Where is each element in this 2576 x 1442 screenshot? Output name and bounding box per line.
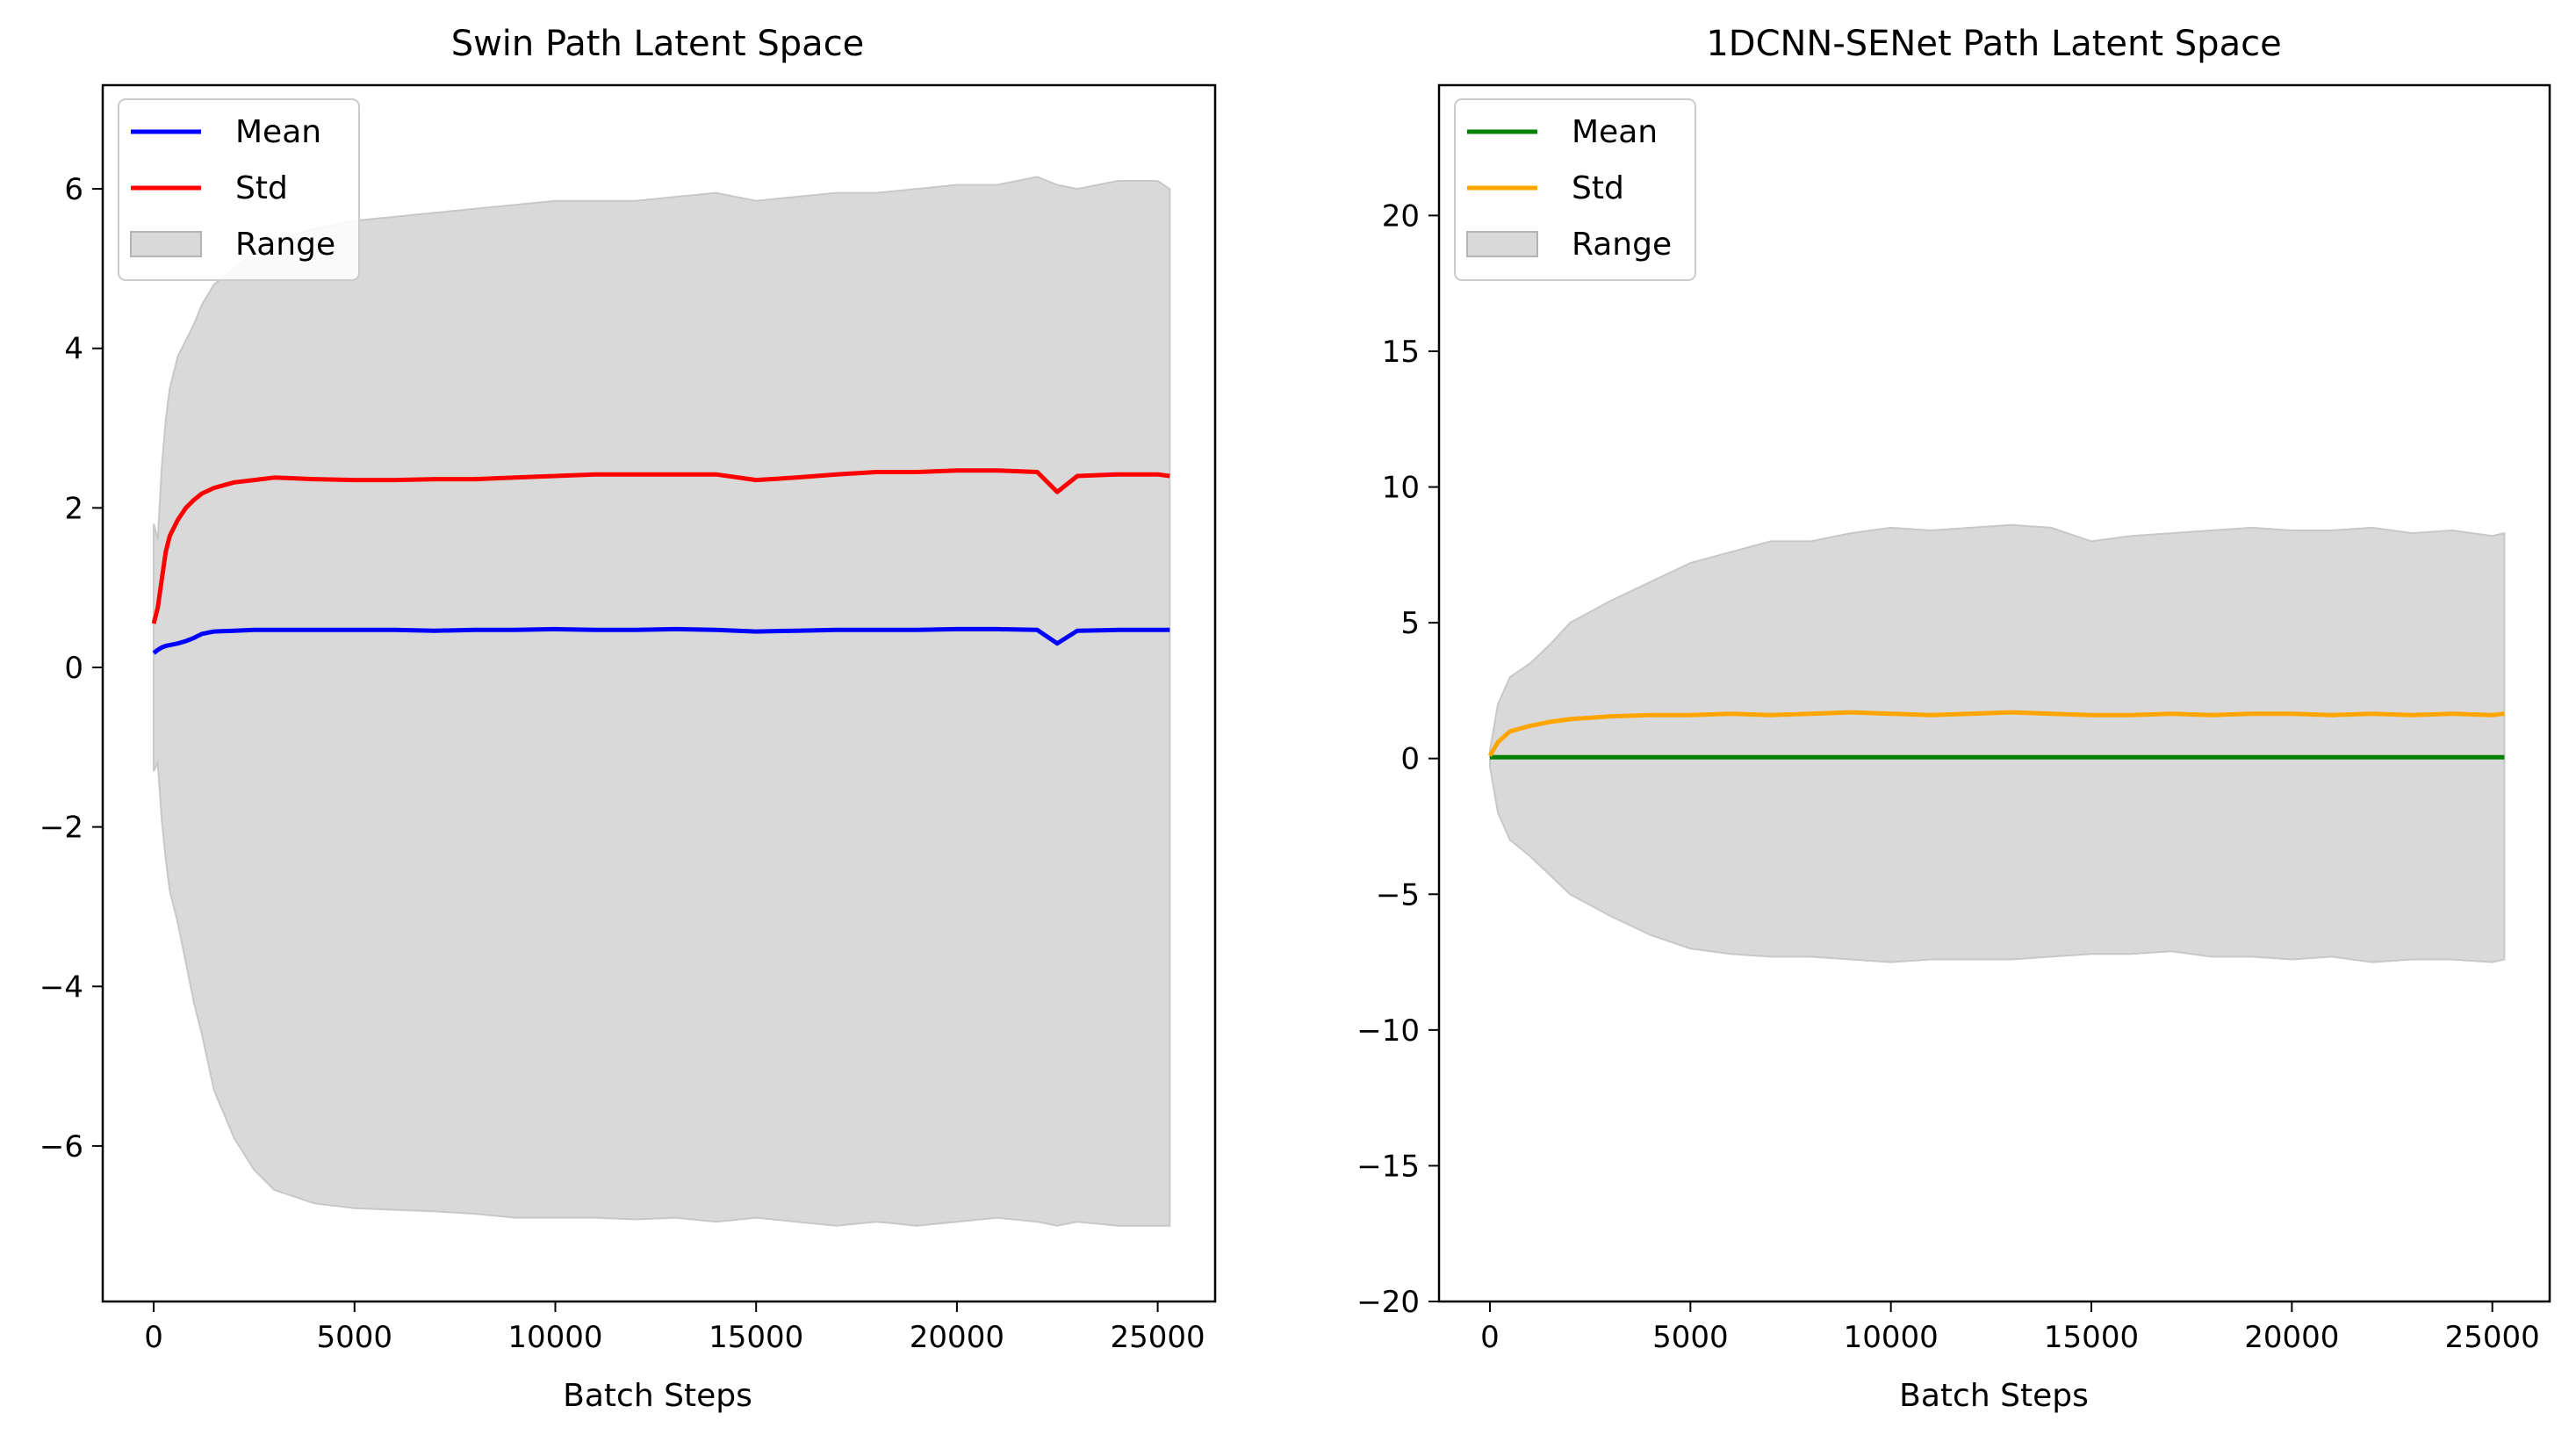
left-chart-panel: Swin Path Latent Space Batch Steps 0 5000… <box>40 24 1217 1414</box>
right-ytick-label: −15 <box>1356 1149 1420 1184</box>
legend-mean-label: Mean <box>235 114 321 150</box>
left-std-line <box>151 468 1170 624</box>
right-xtick-label: 0 <box>1480 1320 1500 1355</box>
left-plot-area <box>151 176 1171 1227</box>
left-y-ticks: −6 −4 −2 0 2 4 6 <box>40 172 103 1164</box>
right-ytick-label: −20 <box>1356 1285 1420 1320</box>
right-plot-area <box>1487 523 2506 963</box>
left-plot-frame <box>101 83 1217 1303</box>
right-xtick-label: 10000 <box>1844 1320 1939 1355</box>
left-chart-xlabel: Batch Steps <box>563 1378 752 1414</box>
right-xtick-label: 15000 <box>2044 1320 2139 1355</box>
left-ytick-label: −2 <box>40 811 83 846</box>
left-ytick-label: −4 <box>40 970 83 1005</box>
legend-range-swatch <box>130 231 202 257</box>
right-chart-xlabel: Batch Steps <box>1899 1378 2089 1414</box>
legend-range-swatch <box>1466 231 1538 257</box>
right-ytick-label: 20 <box>1382 198 1420 234</box>
right-chart-panel: 1DCNN-SENet Path Latent Space Batch Step… <box>1356 24 2551 1414</box>
left-x-ticks: 0 5000 10000 15000 20000 25000 <box>144 1301 1205 1355</box>
right-chart-title: 1DCNN-SENet Path Latent Space <box>1706 24 2281 64</box>
left-ytick-label: 6 <box>64 172 83 207</box>
right-ytick-label: −10 <box>1356 1013 1420 1049</box>
right-ytick-label: 0 <box>1400 742 1420 777</box>
left-xtick-label: 10000 <box>507 1320 602 1355</box>
left-legend: Mean Std Range <box>118 98 360 281</box>
left-ytick-label: −6 <box>40 1129 83 1164</box>
left-xtick-label: 0 <box>144 1320 163 1355</box>
legend-mean-label: Mean <box>1572 114 1658 150</box>
right-legend: Mean Std Range <box>1454 98 1696 281</box>
right-plot-frame <box>1437 83 2551 1303</box>
left-xtick-label: 20000 <box>910 1320 1004 1355</box>
left-ytick-label: 2 <box>64 491 83 526</box>
left-xtick-label: 25000 <box>1111 1320 1205 1355</box>
left-mean-line <box>152 626 1170 655</box>
left-xtick-label: 5000 <box>317 1320 393 1355</box>
legend-range-label: Range <box>1572 227 1672 263</box>
right-xtick-label: 25000 <box>2445 1320 2540 1355</box>
right-xtick-label: 20000 <box>2244 1320 2339 1355</box>
legend-range-label: Range <box>235 227 335 263</box>
legend-std-label: Std <box>1572 170 1624 206</box>
right-x-ticks: 0 5000 10000 15000 20000 25000 <box>1480 1301 2540 1355</box>
right-y-ticks: −20 −15 −10 −5 0 5 10 15 20 <box>1356 198 1439 1320</box>
right-range-band <box>1489 523 2506 963</box>
left-ytick-label: 4 <box>64 332 83 367</box>
left-xtick-label: 15000 <box>709 1320 803 1355</box>
right-ytick-label: 15 <box>1382 335 1420 370</box>
legend-std-label: Std <box>235 170 288 206</box>
right-xtick-label: 5000 <box>1652 1320 1729 1355</box>
right-std-line <box>1487 710 2505 757</box>
right-ytick-label: 10 <box>1382 471 1420 506</box>
left-range-band <box>153 176 1171 1227</box>
right-ytick-label: 5 <box>1400 606 1420 641</box>
left-chart-title: Swin Path Latent Space <box>451 24 865 64</box>
left-ytick-label: 0 <box>64 651 83 686</box>
right-ytick-label: −5 <box>1376 877 1420 912</box>
